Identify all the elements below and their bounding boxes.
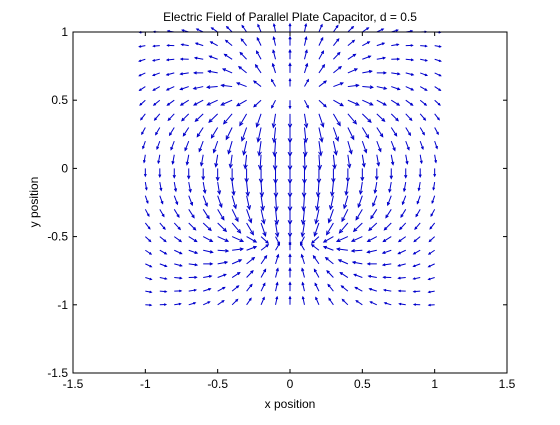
field-arrow-shaft — [304, 155, 305, 170]
x-tick-label: -0.5 — [207, 377, 228, 391]
y-tick-label: 1 — [61, 25, 68, 39]
x-tick-label: -1 — [140, 377, 151, 391]
y-tick-label: -1.5 — [47, 366, 68, 380]
x-tick-label: 0 — [287, 377, 294, 391]
x-axis-label: x position — [265, 397, 316, 411]
y-tick-label: -0.5 — [47, 230, 68, 244]
field-arrow-shaft — [275, 155, 276, 170]
x-tick-label: 1 — [431, 377, 438, 391]
y-tick-label: 0 — [61, 161, 68, 175]
chart-title: Electric Field of Parallel Plate Capacit… — [163, 10, 417, 24]
y-tick-label: 0.5 — [51, 93, 68, 107]
x-tick-label: 0.5 — [354, 377, 371, 391]
field-arrow-shaft — [276, 182, 277, 197]
x-tick-label: 1.5 — [499, 377, 516, 391]
y-axis-label: y position — [27, 177, 41, 228]
y-tick-label: -1 — [57, 298, 68, 312]
field-arrow-shaft — [304, 182, 305, 197]
